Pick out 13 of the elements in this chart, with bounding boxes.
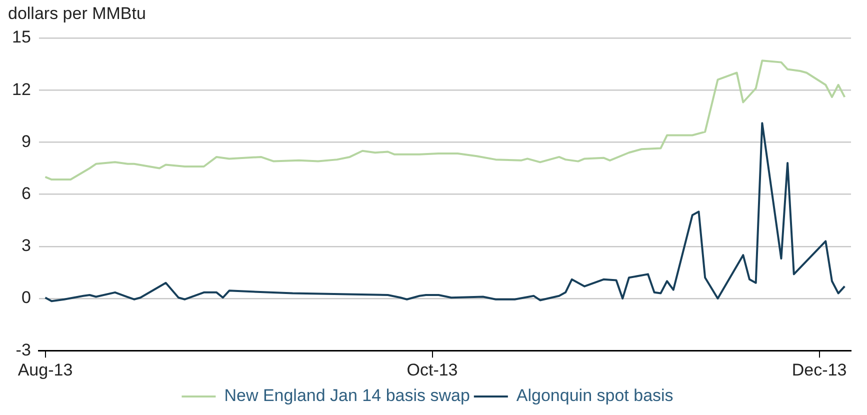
y-tick-label: -3 — [16, 340, 31, 360]
y-tick-label: 12 — [12, 80, 31, 99]
y-tick-label: 3 — [21, 236, 31, 256]
y-tick-label: 6 — [21, 184, 31, 203]
x-tick-label: Oct-13 — [406, 360, 458, 380]
y-tick-label: 0 — [21, 288, 31, 308]
legend-label: Algonquin spot basis — [516, 386, 674, 406]
y-tick-label: 9 — [21, 132, 31, 151]
x-tick-label: Dec-13 — [792, 360, 847, 380]
y-axis-title: dollars per MMBtu — [8, 4, 146, 24]
legend-label: New England Jan 14 basis swap — [224, 386, 470, 406]
y-tick-label: 15 — [12, 28, 31, 47]
x-tick-label: Aug-13 — [18, 360, 73, 380]
